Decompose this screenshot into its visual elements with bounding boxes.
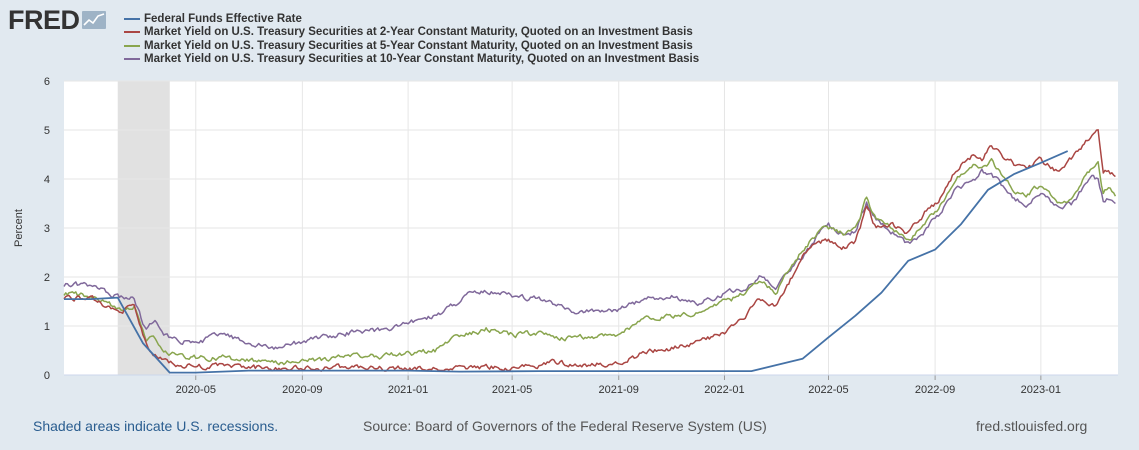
x-tick-label: 2021-09 [599, 384, 639, 396]
x-tick-label: 2022-09 [915, 384, 955, 396]
fred-logo[interactable]: FRED [8, 4, 106, 35]
y-tick-label: 6 [44, 76, 50, 88]
x-tick-label: 2023-01 [1021, 384, 1061, 396]
x-tick-label: 2021-01 [388, 384, 428, 396]
logo-text: FRED [8, 4, 80, 35]
y-tick-label: 2 [44, 272, 50, 284]
x-tick-label: 2022-01 [704, 384, 744, 396]
legend-item-10yr[interactable]: Market Yield on U.S. Treasury Securities… [124, 53, 699, 67]
y-tick-label: 1 [44, 321, 50, 333]
series-2yr-line [63, 129, 1116, 372]
legend-swatch [124, 44, 140, 47]
x-tick-label: 2021-05 [492, 384, 532, 396]
y-tick-label: 0 [44, 370, 50, 382]
series-5yr-line [63, 157, 1117, 366]
x-tick-label: 2020-05 [176, 384, 216, 396]
legend-item-2yr[interactable]: Market Yield on U.S. Treasury Securities… [124, 26, 699, 40]
legend-item-fedfunds[interactable]: Federal Funds Effective Rate [124, 12, 699, 26]
legend-swatch [124, 58, 140, 61]
series-fedfunds-line [64, 150, 1069, 374]
y-tick-label: 3 [44, 223, 50, 235]
legend-label: Market Yield on U.S. Treasury Securities… [144, 39, 693, 52]
line-chart[interactable]: 0 1 2 3 4 5 6 2020-05 2020-09 2021-01 2021-05 2021-… [0, 72, 1139, 408]
legend-swatch [124, 31, 140, 34]
legend-label: Market Yield on U.S. Treasury Securities… [144, 26, 693, 39]
y-tick-label: 5 [44, 125, 50, 137]
legend-label: Market Yield on U.S. Treasury Securities… [144, 53, 700, 66]
logo-graph-icon [81, 11, 106, 29]
series-10yr-line [63, 168, 1116, 350]
chart-legend: Federal Funds Effective Rate Market Yiel… [124, 12, 699, 66]
source-text: Source: Board of Governors of the Federa… [363, 418, 767, 434]
legend-label: Federal Funds Effective Rate [144, 12, 302, 25]
recession-note-link[interactable]: Shaded areas indicate U.S. recessions. [33, 418, 279, 434]
y-tick-label: 4 [44, 174, 50, 186]
legend-swatch [124, 17, 140, 20]
x-tick-label: 2020-09 [282, 384, 322, 396]
site-link[interactable]: fred.stlouisfed.org [976, 418, 1088, 434]
legend-item-5yr[interactable]: Market Yield on U.S. Treasury Securities… [124, 39, 699, 53]
x-tick-label: 2022-05 [808, 384, 848, 396]
y-axis-label: Percent [13, 209, 25, 247]
